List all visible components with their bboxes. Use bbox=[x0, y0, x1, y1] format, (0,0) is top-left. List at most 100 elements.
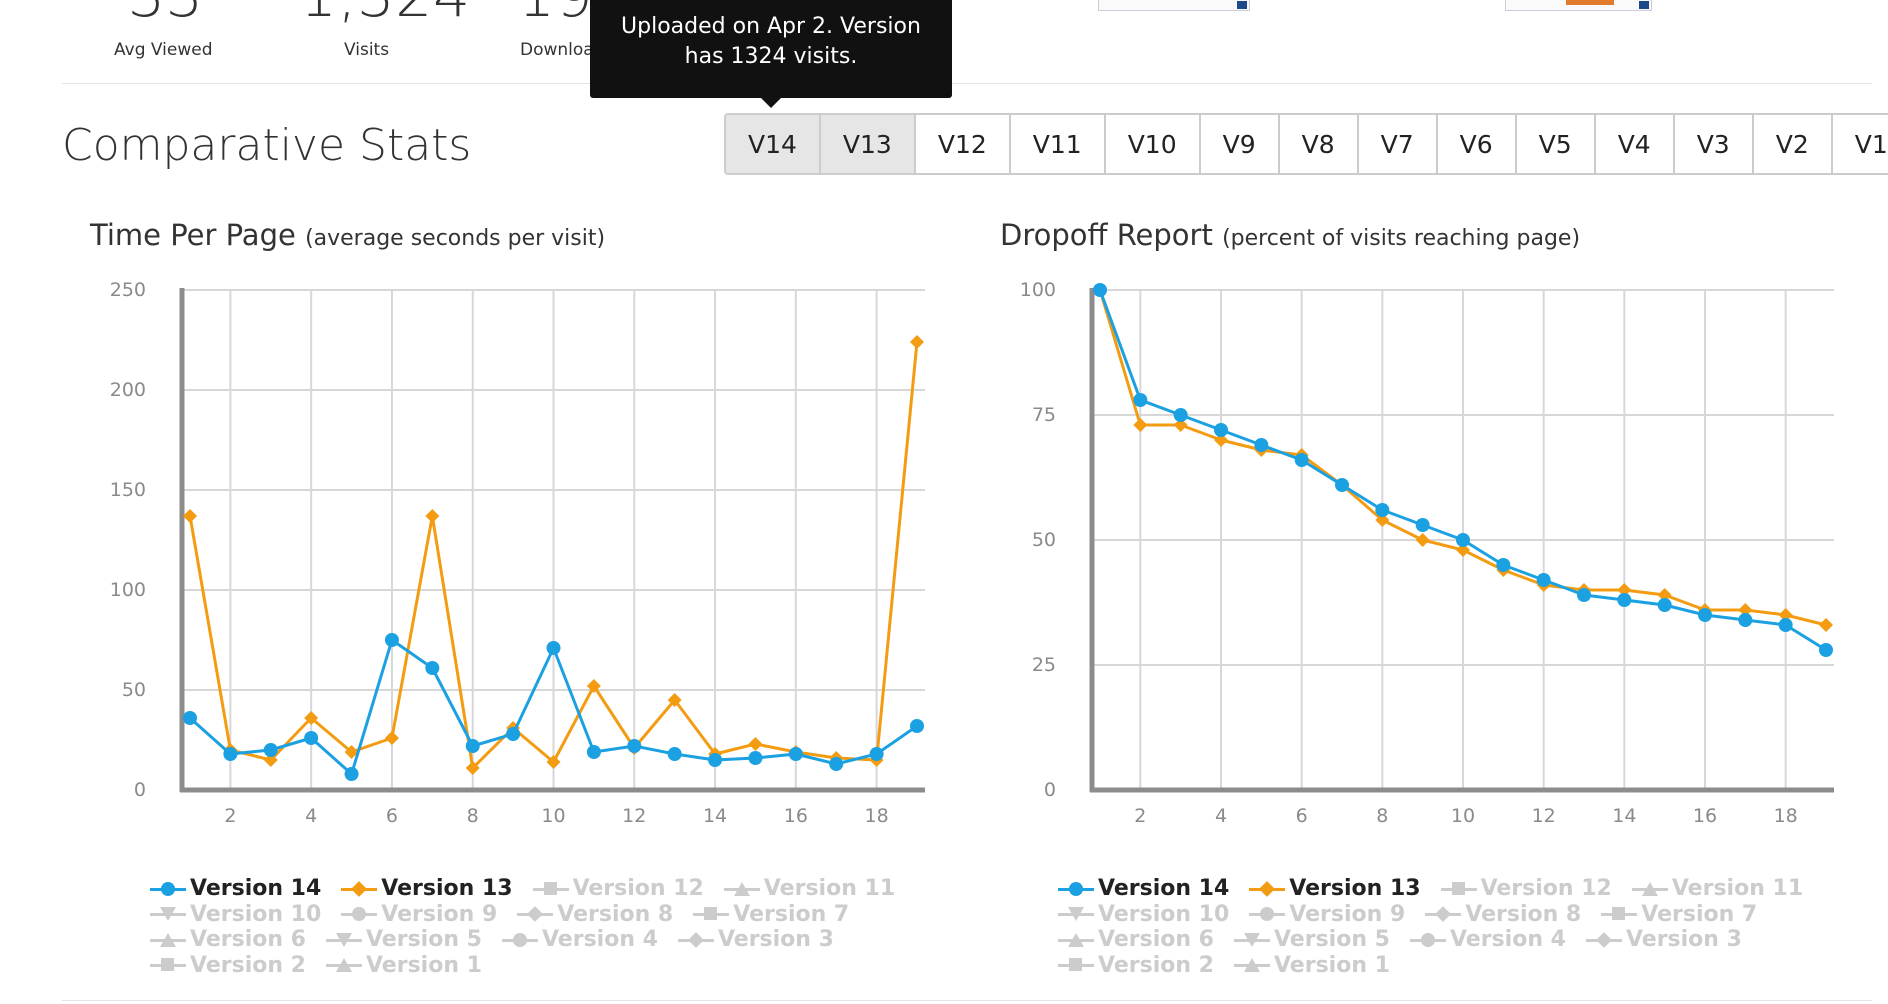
version-button-v12[interactable]: V12 bbox=[916, 115, 1011, 173]
legend-label: Version 10 bbox=[190, 901, 322, 927]
dropoff-point-version-14 bbox=[1496, 558, 1511, 572]
version-button-v8[interactable]: V8 bbox=[1280, 115, 1359, 173]
triangle-down-marker-icon bbox=[1058, 904, 1094, 924]
version-button-v7[interactable]: V7 bbox=[1359, 115, 1438, 173]
legend-label: Version 1 bbox=[1273, 952, 1390, 978]
dropoff-point-version-14 bbox=[1415, 518, 1430, 532]
legend-item-version-13[interactable]: Version 13 bbox=[1249, 876, 1421, 902]
legend-item-version-10[interactable]: Version 10 bbox=[1058, 902, 1229, 928]
legend-label: Version 3 bbox=[1625, 927, 1742, 952]
version-button-v6[interactable]: V6 bbox=[1438, 115, 1517, 173]
legend-item-version-14[interactable]: Version 14 bbox=[1058, 876, 1229, 902]
chart-title-text: Dropoff Report bbox=[1000, 218, 1213, 252]
dropoff-point-version-13 bbox=[1819, 618, 1833, 632]
version-button-v14[interactable]: V14 bbox=[726, 115, 821, 173]
legend-item-version-7[interactable]: Version 7 bbox=[693, 902, 849, 928]
time-x-tick-label: 16 bbox=[784, 805, 808, 827]
time-per-page-legend: Version 14 Version 13 Version 12 Version 11… bbox=[150, 876, 915, 978]
version-thumbnail[interactable] bbox=[1505, 0, 1652, 11]
visits-label: Visits bbox=[344, 40, 390, 60]
legend-item-version-3[interactable]: Version 3 bbox=[677, 927, 834, 953]
legend-item-version-1[interactable]: Version 1 bbox=[1233, 952, 1390, 979]
version-thumbnail[interactable] bbox=[1098, 0, 1250, 11]
legend-item-version-2[interactable]: Version 2 bbox=[150, 953, 306, 979]
legend-item-version-8[interactable]: Version 8 bbox=[517, 902, 673, 928]
time-point-version-13 bbox=[910, 335, 924, 349]
chart-subtitle: (average seconds per visit) bbox=[305, 226, 606, 251]
legend-label: Version 4 bbox=[1449, 927, 1566, 952]
legend-item-version-3[interactable]: Version 3 bbox=[1585, 927, 1742, 953]
time-point-version-14 bbox=[425, 661, 440, 675]
dropoff-y-tick-label: 0 bbox=[1044, 779, 1056, 801]
legend-row: Version 14 Version 13 Version 12 Version 11 bbox=[150, 876, 915, 902]
time-x-tick-label: 8 bbox=[467, 805, 479, 827]
triangle-marker-icon bbox=[1233, 955, 1270, 975]
legend-item-version-13[interactable]: Version 13 bbox=[341, 876, 513, 902]
legend-label: Version 9 bbox=[1289, 901, 1406, 927]
version-button-v2[interactable]: V2 bbox=[1754, 115, 1833, 173]
time-x-tick-label: 18 bbox=[865, 805, 889, 827]
time-point-version-13 bbox=[304, 711, 319, 725]
version-button-v11[interactable]: V11 bbox=[1011, 115, 1106, 173]
time-per-page-title: Time Per Page (average seconds per visit… bbox=[90, 218, 605, 252]
avg-viewed-label: Avg Viewed bbox=[114, 40, 213, 60]
circle-marker-icon bbox=[1409, 930, 1446, 950]
avg-viewed-value: 33 bbox=[128, 0, 204, 30]
version-button-v9[interactable]: V9 bbox=[1201, 115, 1280, 173]
time-x-tick-label: 6 bbox=[386, 805, 398, 827]
version-button-v3[interactable]: V3 bbox=[1675, 115, 1754, 173]
legend-item-version-9[interactable]: Version 9 bbox=[341, 902, 497, 928]
dropoff-x-tick-label: 12 bbox=[1532, 805, 1556, 827]
legend-item-version-10[interactable]: Version 10 bbox=[150, 902, 321, 928]
legend-item-version-4[interactable]: Version 4 bbox=[1409, 927, 1566, 953]
dropoff-point-version-14 bbox=[1173, 408, 1188, 422]
circle-marker-icon bbox=[501, 930, 538, 950]
legend-label: Version 5 bbox=[1273, 927, 1390, 952]
legend-item-version-6[interactable]: Version 6 bbox=[150, 927, 306, 953]
legend-row: Version 2 Version 1 bbox=[1058, 953, 1823, 979]
legend-item-version-9[interactable]: Version 9 bbox=[1249, 902, 1405, 928]
legend-item-version-8[interactable]: Version 8 bbox=[1425, 902, 1581, 928]
triangle-marker-icon bbox=[1631, 879, 1668, 899]
chart-subtitle: (percent of visits reaching page) bbox=[1222, 226, 1581, 251]
dropoff-point-version-14 bbox=[1214, 423, 1228, 437]
diamond-marker-icon bbox=[341, 879, 378, 899]
version-button-v10[interactable]: V10 bbox=[1106, 115, 1201, 173]
time-point-version-14 bbox=[344, 767, 359, 781]
divider bbox=[62, 1000, 1872, 1001]
legend-item-version-7[interactable]: Version 7 bbox=[1601, 902, 1757, 928]
time-point-version-13 bbox=[748, 737, 763, 751]
legend-item-version-2[interactable]: Version 2 bbox=[1058, 953, 1214, 979]
legend-label: Version 9 bbox=[381, 901, 498, 927]
version-button-v13[interactable]: V13 bbox=[820, 115, 916, 173]
version-button-v4[interactable]: V4 bbox=[1596, 115, 1675, 173]
time-point-version-14 bbox=[506, 727, 521, 741]
legend-item-version-11[interactable]: Version 11 bbox=[1631, 876, 1803, 902]
legend-label: Version 7 bbox=[733, 901, 850, 927]
legend-item-version-1[interactable]: Version 1 bbox=[325, 952, 482, 979]
legend-item-version-11[interactable]: Version 11 bbox=[723, 876, 895, 902]
legend-item-version-5[interactable]: Version 5 bbox=[325, 927, 482, 953]
legend-label: Version 12 bbox=[572, 876, 704, 901]
legend-label: Version 8 bbox=[557, 901, 674, 927]
legend-item-version-14[interactable]: Version 14 bbox=[150, 876, 321, 902]
tooltip-line: Uploaded on Apr 2. Version bbox=[621, 14, 921, 39]
legend-item-version-12[interactable]: Version 12 bbox=[1440, 876, 1612, 902]
dropoff-point-version-14 bbox=[1657, 598, 1672, 612]
time-point-version-13 bbox=[586, 679, 601, 693]
legend-label: Version 6 bbox=[1098, 927, 1214, 952]
legend-label: Version 1 bbox=[365, 952, 482, 978]
legend-label: Version 8 bbox=[1465, 901, 1582, 927]
triangle-marker-icon bbox=[1058, 930, 1094, 950]
square-marker-icon bbox=[693, 904, 730, 924]
version-button-v5[interactable]: V5 bbox=[1517, 115, 1596, 173]
legend-item-version-6[interactable]: Version 6 bbox=[1058, 927, 1214, 953]
legend-label: Version 7 bbox=[1641, 901, 1758, 927]
legend-item-version-4[interactable]: Version 4 bbox=[501, 927, 658, 953]
visits-value: 1,324 bbox=[300, 0, 471, 30]
version-button-v1[interactable]: V1 bbox=[1854, 129, 1888, 159]
legend-item-version-12[interactable]: Version 12 bbox=[532, 876, 704, 902]
dropoff-x-tick-label: 14 bbox=[1612, 805, 1636, 827]
legend-item-version-5[interactable]: Version 5 bbox=[1233, 927, 1390, 953]
triangle-marker-icon bbox=[723, 879, 760, 899]
